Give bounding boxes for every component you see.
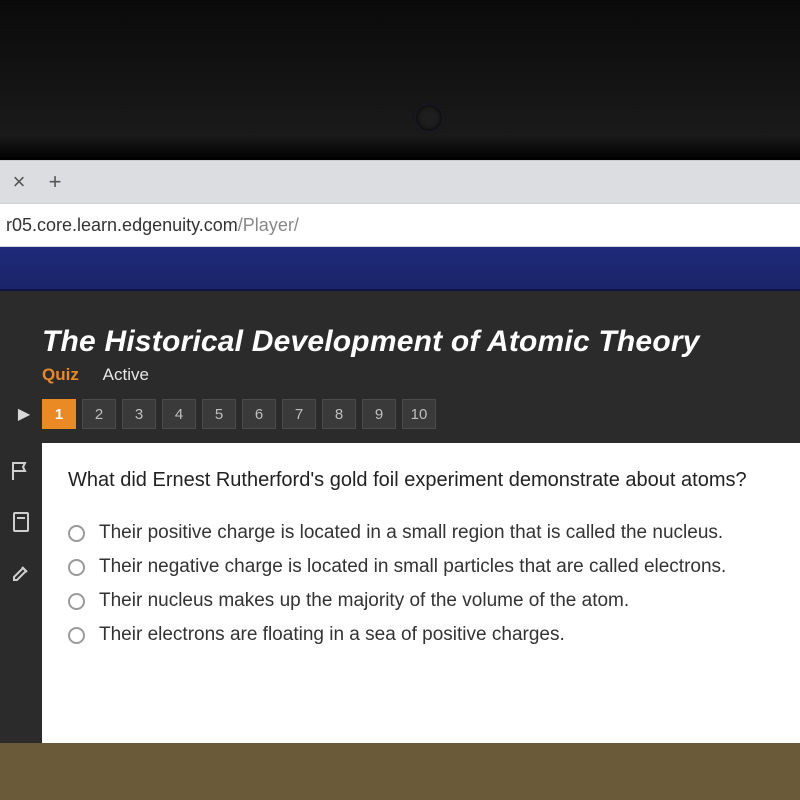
content-area: What did Ernest Rutherford's gold foil e… (0, 443, 800, 743)
answer-option[interactable]: Their negative charge is located in smal… (68, 550, 774, 584)
active-label: Active (103, 365, 149, 384)
lesson-title: The Historical Development of Atomic The… (42, 325, 782, 359)
question-prompt: What did Ernest Rutherford's gold foil e… (68, 469, 774, 492)
answer-text: Their positive charge is located in a sm… (99, 522, 723, 544)
url-host: r05.core.learn.edgenuity.com (6, 215, 238, 236)
webcam (416, 105, 442, 131)
question-nav: ▶ 1 2 3 4 5 6 7 8 9 10 (42, 399, 782, 429)
calculator-icon[interactable] (9, 510, 33, 539)
question-nav-9[interactable]: 9 (362, 399, 396, 429)
url-path: /Player/ (238, 215, 299, 236)
question-nav-10[interactable]: 10 (402, 399, 436, 429)
flag-icon[interactable] (9, 459, 33, 488)
app-top-bar (0, 247, 800, 291)
browser-chrome: × + r05.core.learn.edgenuity.com/Player/ (0, 160, 800, 247)
answer-option[interactable]: Their positive charge is located in a sm… (68, 516, 774, 550)
tab-strip: × + (0, 161, 800, 203)
answer-text: Their nucleus makes up the majority of t… (99, 590, 629, 612)
new-tab-button[interactable]: + (40, 167, 70, 197)
question-nav-6[interactable]: 6 (242, 399, 276, 429)
answer-text: Their negative charge is located in smal… (99, 556, 726, 578)
question-nav-8[interactable]: 8 (322, 399, 356, 429)
monitor-bezel (0, 0, 800, 160)
question-nav-4[interactable]: 4 (162, 399, 196, 429)
question-card: What did Ernest Rutherford's gold foil e… (42, 443, 800, 743)
radio-icon[interactable] (68, 525, 85, 542)
radio-icon[interactable] (68, 593, 85, 610)
question-nav-2[interactable]: 2 (82, 399, 116, 429)
answer-text: Their electrons are floating in a sea of… (99, 624, 565, 646)
tools-icon[interactable] (9, 561, 33, 590)
answer-option[interactable]: Their electrons are floating in a sea of… (68, 618, 774, 652)
nav-arrow-icon[interactable]: ▶ (14, 399, 34, 429)
quiz-label: Quiz (42, 365, 79, 384)
tab-close-button[interactable]: × (4, 167, 34, 197)
address-bar[interactable]: r05.core.learn.edgenuity.com/Player/ (0, 203, 800, 247)
question-nav-3[interactable]: 3 (122, 399, 156, 429)
question-nav-7[interactable]: 7 (282, 399, 316, 429)
side-toolbar (0, 443, 42, 743)
question-nav-1[interactable]: 1 (42, 399, 76, 429)
lesson-subhead: Quiz Active (42, 365, 782, 385)
answer-option[interactable]: Their nucleus makes up the majority of t… (68, 584, 774, 618)
lesson-header: The Historical Development of Atomic The… (0, 291, 800, 443)
radio-icon[interactable] (68, 559, 85, 576)
question-nav-5[interactable]: 5 (202, 399, 236, 429)
radio-icon[interactable] (68, 627, 85, 644)
